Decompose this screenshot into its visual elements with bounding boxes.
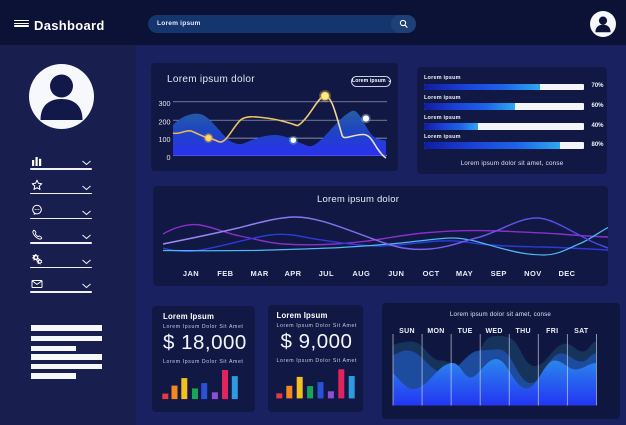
svg-text:300: 300 [159,99,171,108]
svg-text:200: 200 [159,117,171,126]
svg-text:100: 100 [159,135,171,144]
svg-text:0: 0 [167,153,171,162]
